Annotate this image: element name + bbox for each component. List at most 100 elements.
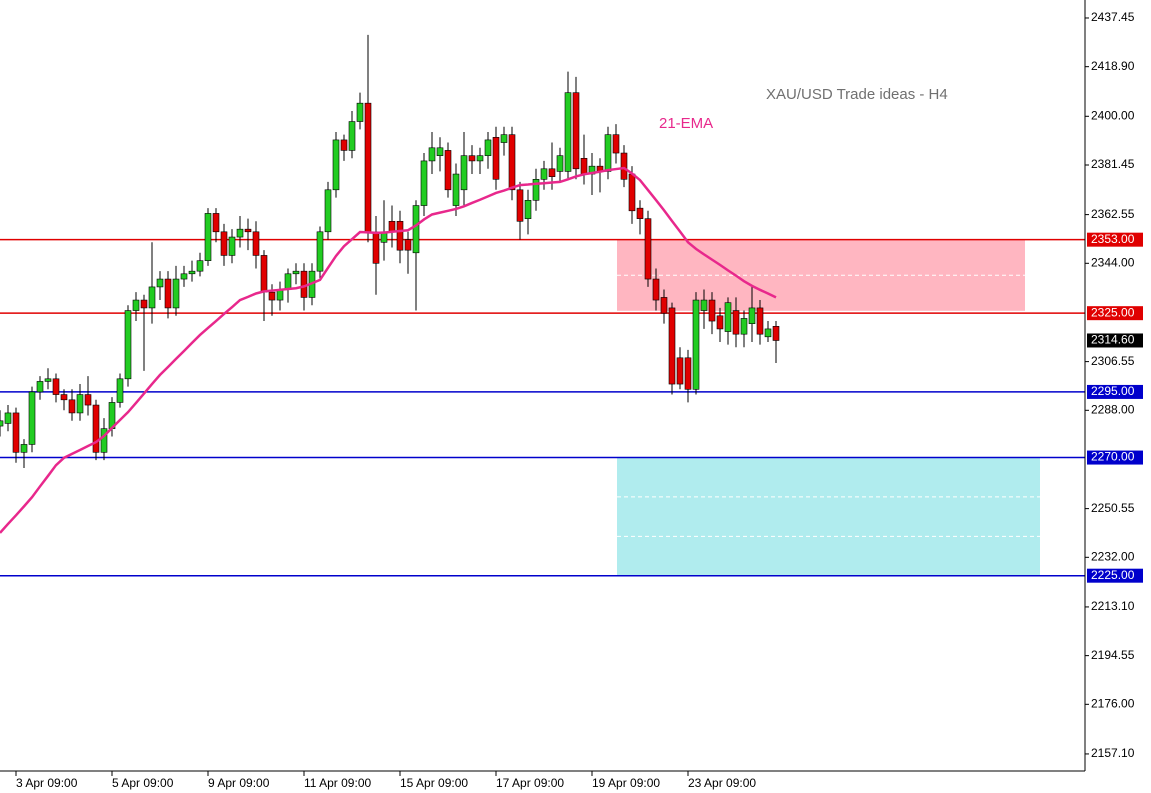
candle-body: [292, 270, 300, 275]
candle-body: [156, 278, 164, 288]
candle-body: [236, 228, 244, 238]
candle-body: [636, 207, 644, 219]
candle-body: [676, 357, 684, 385]
level-label-box: [1087, 384, 1143, 399]
candle-body: [604, 134, 612, 172]
candle-body: [644, 218, 652, 280]
candle-body: [148, 286, 156, 309]
y-tick-label: 2306.55: [1091, 354, 1135, 368]
y-tick-label: 2288.00: [1091, 402, 1135, 416]
x-tick-label: 11 Apr 09:00: [304, 776, 371, 790]
candle-body: [612, 134, 620, 154]
candle-body: [44, 378, 52, 382]
x-tick-label: 5 Apr 09:00: [112, 776, 174, 790]
candle-body: [204, 213, 212, 261]
candle-body: [140, 299, 148, 309]
candle-body: [452, 173, 460, 206]
candle-body: [60, 394, 68, 401]
candle-body: [468, 155, 476, 162]
candle-body: [124, 310, 132, 380]
y-tick-label: 2157.10: [1091, 746, 1135, 760]
candle-body: [724, 302, 732, 332]
candle-body: [444, 150, 452, 191]
candle-body: [668, 307, 676, 385]
candle-body: [284, 273, 292, 290]
y-tick-label: 2400.00: [1091, 108, 1135, 122]
candle-body: [356, 102, 364, 122]
candle-body: [92, 404, 100, 453]
x-tick-label: 9 Apr 09:00: [208, 776, 270, 790]
zone: [617, 457, 1040, 576]
candle-body: [36, 381, 44, 393]
candle-body: [196, 260, 204, 272]
x-tick-label: 19 Apr 09:00: [592, 776, 660, 790]
candle-body: [212, 213, 220, 233]
candle-body: [420, 160, 428, 206]
candle-body: [396, 220, 404, 251]
candle-body: [740, 318, 748, 335]
candle-body: [548, 168, 556, 177]
candle-body: [52, 378, 60, 395]
candle-body: [388, 220, 396, 233]
x-tick-label: 17 Apr 09:00: [496, 776, 564, 790]
level-label-box: [1087, 306, 1143, 321]
candle-body: [564, 92, 572, 172]
candle-body: [332, 139, 340, 191]
candle-body: [324, 189, 332, 233]
candle-body: [340, 139, 348, 151]
x-tick-label: 15 Apr 09:00: [400, 776, 468, 790]
last-price-box: [1087, 333, 1143, 348]
candle-body: [412, 205, 420, 254]
x-tick-label: 3 Apr 09:00: [16, 776, 78, 790]
level-label-box: [1087, 232, 1143, 247]
y-tick-label: 2194.55: [1091, 648, 1135, 662]
y-tick-label: 2344.00: [1091, 255, 1135, 269]
candle-body: [572, 92, 580, 170]
candle-body: [164, 278, 172, 309]
level-label: 2325.00: [1091, 305, 1135, 319]
candle-body: [716, 315, 724, 330]
candle-body: [116, 378, 124, 403]
candle-body: [700, 299, 708, 311]
candle-body: [764, 328, 772, 338]
candle-body: [492, 136, 500, 180]
candle-body: [756, 307, 764, 335]
y-tick-label: 2418.90: [1091, 59, 1135, 73]
candle-body: [4, 412, 12, 424]
candle-body: [76, 394, 84, 414]
candle-body: [732, 310, 740, 335]
candle-body: [348, 121, 356, 151]
candle-body: [244, 228, 252, 233]
level-label-box: [1087, 568, 1143, 583]
x-tick-label: 23 Apr 09:00: [688, 776, 756, 790]
level-label: 2295.00: [1091, 384, 1135, 398]
candle-body: [708, 299, 716, 322]
candle-body: [228, 236, 236, 256]
candle-body: [436, 147, 444, 156]
candle-body: [0, 420, 4, 427]
candle-body: [364, 102, 372, 233]
y-tick-label: 2362.55: [1091, 207, 1135, 221]
y-tick-label: 2176.00: [1091, 696, 1135, 710]
candle-body: [268, 291, 276, 301]
candle-body: [628, 173, 636, 212]
candle-body: [652, 278, 660, 301]
level-label-box: [1087, 450, 1143, 465]
candle-body: [20, 444, 28, 453]
candle-body: [252, 231, 260, 256]
candle-body: [524, 199, 532, 219]
candle-body: [460, 155, 468, 191]
ema-legend: 21-EMA: [659, 115, 713, 132]
last-price-label: 2314.60: [1091, 333, 1135, 347]
candle-body: [500, 134, 508, 143]
candle-body: [476, 155, 484, 162]
candle-body: [540, 168, 548, 180]
candle-body: [172, 278, 180, 309]
candle-body: [188, 270, 196, 275]
candle-body: [532, 178, 540, 201]
candle-body: [660, 297, 668, 314]
ema-line: [0, 166, 777, 534]
candle-body: [508, 134, 516, 191]
level-label: 2270.00: [1091, 450, 1135, 464]
